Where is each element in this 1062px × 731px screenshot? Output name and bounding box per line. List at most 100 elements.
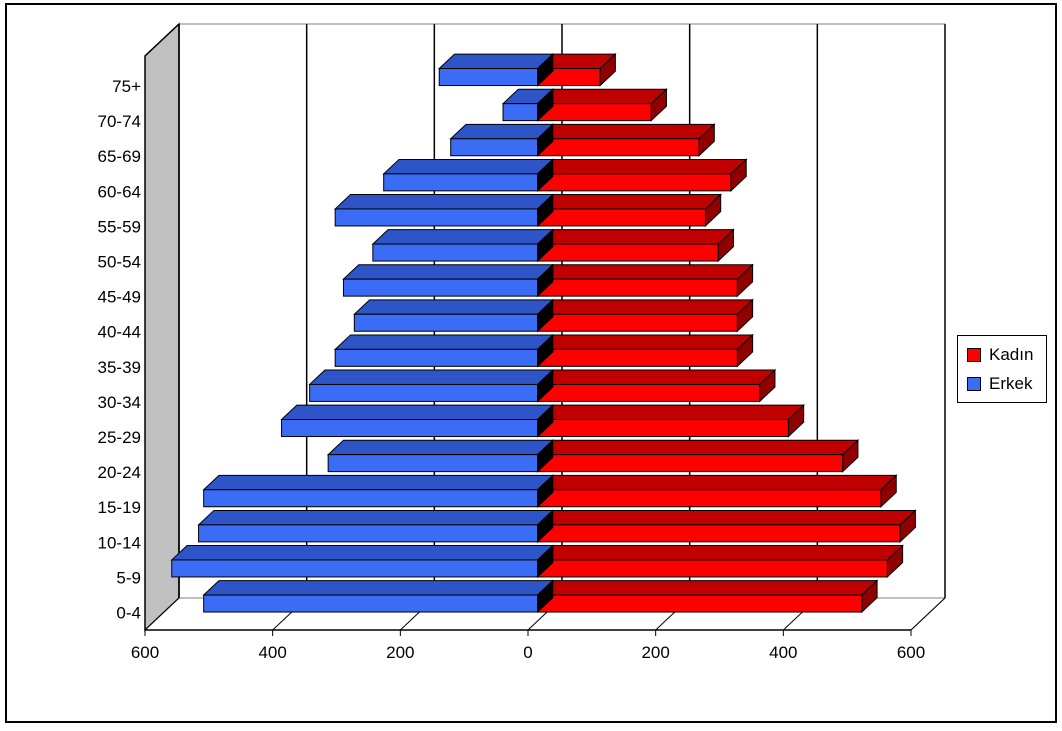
- bar-front-face: [383, 173, 539, 192]
- x-tick-label: 200: [386, 643, 414, 662]
- bar-top-face: [437, 53, 555, 70]
- y-tick-label: 10-14: [98, 533, 141, 552]
- x-tick-label: 400: [258, 643, 286, 662]
- bar-top-face: [536, 509, 917, 526]
- x-tick-label: 600: [131, 643, 159, 662]
- bar: [333, 193, 555, 228]
- bar-top-face: [333, 194, 555, 210]
- bar-front-face: [537, 138, 700, 157]
- bar-top-face: [202, 580, 555, 596]
- bar-front-face: [342, 278, 539, 297]
- bar: [536, 474, 898, 508]
- bar-front-face: [537, 313, 738, 332]
- bar-top-face: [382, 158, 555, 175]
- bar: [536, 88, 668, 122]
- bar: [280, 403, 555, 438]
- legend-item-erkek: Erkek: [967, 374, 1032, 394]
- bar: [371, 228, 555, 263]
- y-tick-label: 45-49: [98, 288, 141, 307]
- y-tick-label: 20-24: [98, 463, 141, 482]
- bar: [536, 52, 617, 87]
- bar-top-face: [202, 474, 555, 491]
- bar: [536, 193, 722, 228]
- bar-front-face: [171, 559, 539, 578]
- bar-front-face: [537, 348, 738, 367]
- bar-front-face: [309, 383, 539, 402]
- bar-front-face: [334, 208, 539, 227]
- bar-front-face: [537, 419, 789, 438]
- bar-top-face: [536, 545, 904, 561]
- bar: [202, 579, 555, 614]
- x-tick-label: 600: [897, 643, 925, 662]
- y-tick-label: 65-69: [98, 147, 141, 166]
- y-tick-label: 25-29: [98, 428, 141, 447]
- bar-top-face: [536, 474, 898, 491]
- bar-front-face: [537, 243, 719, 262]
- y-tick-label: 40-44: [98, 323, 141, 342]
- y-tick-label: 5-9: [116, 568, 141, 587]
- x-tick-label: 400: [769, 643, 797, 662]
- y-tick-label: 35-39: [98, 358, 141, 377]
- y-tick-label: 0-4: [116, 603, 141, 622]
- bar: [501, 88, 555, 122]
- y-axis-labels: 0-4 5-9 10-14 15-19 20-24 25-29 30-34 35-39 40-4…: [98, 77, 142, 623]
- bar-top-face: [536, 369, 777, 385]
- bar: [536, 228, 735, 263]
- bar: [536, 263, 754, 298]
- bar-top-face: [308, 369, 555, 385]
- bar-front-face: [203, 489, 539, 508]
- bar-front-face: [537, 383, 761, 402]
- bar: [326, 439, 555, 473]
- bar-front-face: [372, 243, 539, 262]
- bar-top-face: [536, 123, 716, 140]
- legend-swatch-kadin: [967, 348, 981, 362]
- bar-top-face: [353, 299, 555, 315]
- bar-front-face: [537, 489, 882, 508]
- y-tick-label: 30-34: [98, 393, 141, 412]
- legend-swatch-erkek: [967, 377, 981, 391]
- bar-front-face: [537, 278, 738, 297]
- bar-top-face: [333, 334, 555, 350]
- bar: [197, 509, 555, 543]
- y-tick-label: 75+: [112, 77, 141, 96]
- bar-top-face: [536, 229, 735, 245]
- x-axis-labels: 600 400 200 0 200 400 600: [131, 643, 925, 662]
- bar-top-face: [536, 439, 860, 456]
- bar-front-face: [537, 103, 652, 122]
- bar-top-face: [536, 264, 754, 280]
- bar-front-face: [537, 559, 888, 578]
- bar-front-face: [327, 454, 539, 473]
- bar: [536, 439, 860, 473]
- bar: [170, 544, 555, 579]
- bar-top-face: [536, 88, 668, 105]
- y-tick-label: 55-59: [98, 217, 141, 236]
- bar-top-face: [536, 194, 722, 210]
- bar: [536, 158, 748, 192]
- bar-front-face: [537, 208, 706, 227]
- bar-top-face: [342, 264, 555, 280]
- floor-gridline: [144, 597, 180, 631]
- bar-front-face: [353, 313, 539, 332]
- bar-top-face: [371, 229, 555, 245]
- bar: [536, 123, 716, 157]
- bar-front-face: [450, 138, 539, 157]
- bar-front-face: [203, 594, 539, 613]
- bar: [353, 298, 555, 333]
- bar-top-face: [536, 158, 748, 175]
- bar-front-face: [537, 454, 844, 473]
- bar-top-face: [449, 123, 555, 140]
- chart-legend: Kadın Erkek: [957, 335, 1047, 403]
- y-tick-label: 60-64: [98, 182, 141, 201]
- chart-bars: [170, 52, 917, 614]
- bar-front-face: [281, 419, 539, 438]
- x-tick-label: 0: [523, 643, 532, 662]
- bar: [536, 333, 754, 368]
- bar: [536, 509, 917, 543]
- bar-top-face: [326, 439, 555, 456]
- y-tick-label: 70-74: [98, 112, 141, 131]
- bar-front-face: [334, 348, 539, 367]
- legend-item-kadin: Kadın: [967, 345, 1033, 365]
- legend-label-erkek: Erkek: [989, 374, 1033, 393]
- bar-front-face: [438, 68, 539, 87]
